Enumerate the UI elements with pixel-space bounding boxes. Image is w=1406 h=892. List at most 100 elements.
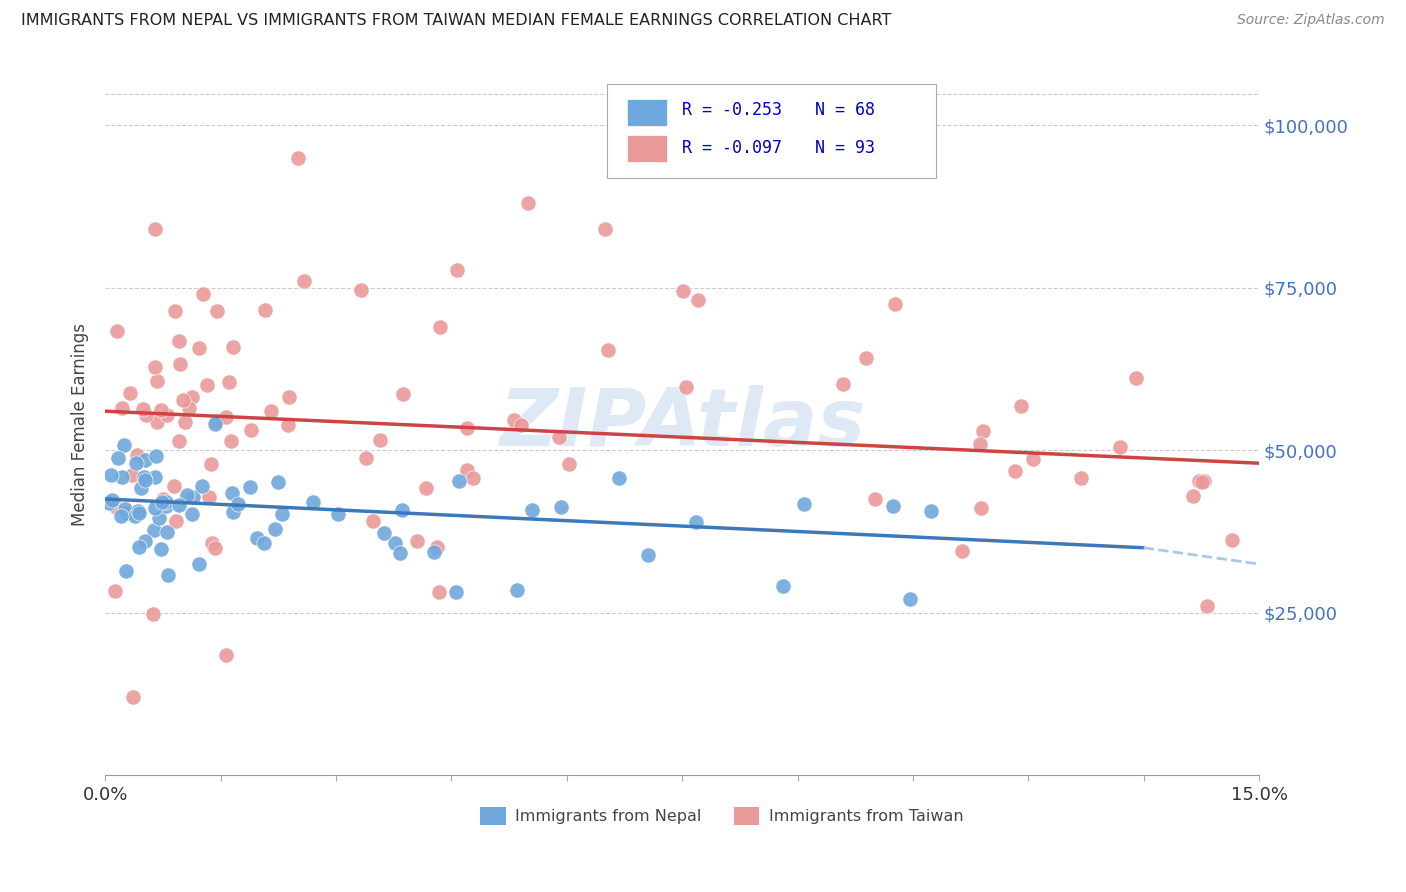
Point — [125, 505, 148, 519]
Point — [253, 536, 276, 550]
Point — [134, 470, 156, 484]
Point — [124, 508, 146, 523]
Point — [384, 536, 406, 550]
Point — [135, 408, 157, 422]
Point — [177, 401, 200, 415]
Text: R = -0.253: R = -0.253 — [682, 101, 782, 120]
Point — [145, 450, 167, 464]
Point — [152, 492, 174, 507]
Point — [1022, 452, 1045, 467]
Point — [1192, 475, 1215, 489]
Text: N = 93: N = 93 — [815, 139, 875, 157]
Point — [855, 351, 877, 365]
Point — [607, 471, 630, 485]
Point — [456, 421, 478, 435]
Point — [204, 417, 226, 431]
Point — [246, 531, 269, 545]
Point — [260, 404, 283, 418]
Point — [204, 541, 226, 556]
Point — [1125, 371, 1147, 385]
Point — [111, 469, 134, 483]
Point — [240, 423, 263, 437]
Point — [142, 523, 165, 537]
Point — [150, 403, 173, 417]
Point — [550, 500, 572, 515]
Text: R = -0.097: R = -0.097 — [682, 139, 782, 157]
Point — [134, 533, 156, 548]
Point — [118, 385, 141, 400]
Point — [558, 457, 581, 471]
Point — [446, 263, 468, 277]
Point — [121, 690, 143, 705]
Point — [350, 283, 373, 297]
Point — [142, 607, 165, 621]
Point — [463, 471, 485, 485]
Point — [112, 438, 135, 452]
Point — [172, 393, 194, 408]
Point — [188, 557, 211, 571]
Point — [157, 567, 180, 582]
Point — [1010, 400, 1032, 414]
Point — [593, 222, 616, 236]
Point — [115, 506, 138, 520]
Point — [128, 506, 150, 520]
Point — [1004, 464, 1026, 478]
Point — [219, 434, 242, 449]
Point — [114, 501, 136, 516]
Text: ZIPAtlas: ZIPAtlas — [499, 385, 865, 463]
Point — [287, 151, 309, 165]
Point — [1191, 475, 1213, 489]
Point — [520, 502, 543, 516]
Point — [832, 376, 855, 391]
Point — [292, 274, 315, 288]
Point — [506, 582, 529, 597]
Point — [104, 583, 127, 598]
Point — [415, 481, 437, 495]
FancyBboxPatch shape — [627, 136, 668, 162]
Point — [100, 468, 122, 483]
Point — [1109, 440, 1132, 454]
Point — [129, 481, 152, 495]
Point — [218, 376, 240, 390]
Point — [100, 493, 122, 508]
Point — [270, 507, 292, 521]
Text: Immigrants from Taiwan: Immigrants from Taiwan — [769, 809, 963, 824]
Point — [98, 496, 121, 510]
Point — [221, 485, 243, 500]
Point — [207, 304, 229, 318]
Point — [425, 540, 447, 554]
Point — [446, 584, 468, 599]
Point — [191, 287, 214, 301]
Point — [361, 514, 384, 528]
Point — [302, 495, 325, 509]
Point — [793, 497, 815, 511]
Point — [149, 541, 172, 556]
Point — [180, 507, 202, 521]
Point — [388, 546, 411, 560]
Point — [276, 417, 298, 432]
Point — [277, 390, 299, 404]
Point — [392, 387, 415, 401]
Point — [143, 359, 166, 374]
Point — [772, 579, 794, 593]
Point — [969, 437, 991, 451]
Point — [423, 545, 446, 559]
Point — [254, 303, 277, 318]
Point — [105, 324, 128, 338]
Point — [169, 434, 191, 448]
Point — [190, 479, 212, 493]
Point — [167, 334, 190, 348]
Point — [188, 341, 211, 355]
Point — [637, 548, 659, 562]
Point — [883, 297, 905, 311]
Point — [169, 357, 191, 371]
Point — [146, 415, 169, 429]
Point — [517, 196, 540, 211]
Point — [1188, 474, 1211, 488]
Point — [180, 390, 202, 404]
Point — [156, 409, 179, 423]
Point — [688, 293, 710, 308]
Text: IMMIGRANTS FROM NEPAL VS IMMIGRANTS FROM TAIWAN MEDIAN FEMALE EARNINGS CORRELATI: IMMIGRANTS FROM NEPAL VS IMMIGRANTS FROM… — [21, 13, 891, 29]
Point — [1195, 599, 1218, 613]
Point — [121, 468, 143, 483]
